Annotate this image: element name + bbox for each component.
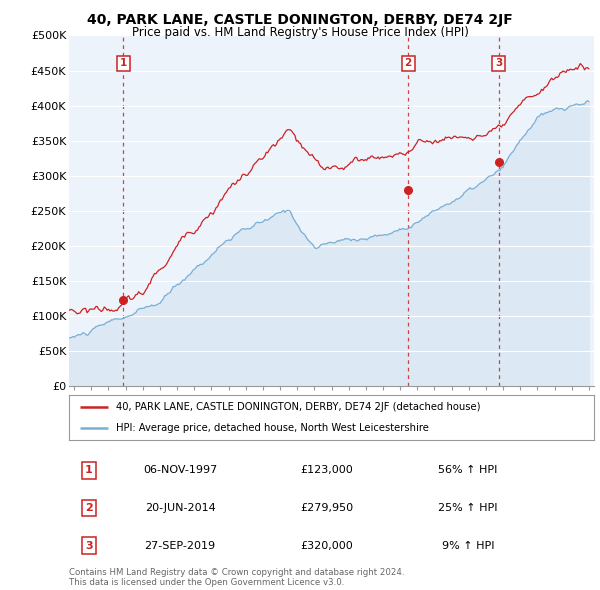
Text: HPI: Average price, detached house, North West Leicestershire: HPI: Average price, detached house, Nort…	[116, 422, 429, 432]
Text: 27-SEP-2019: 27-SEP-2019	[145, 541, 215, 550]
Text: 25% ↑ HPI: 25% ↑ HPI	[438, 503, 498, 513]
Text: £320,000: £320,000	[301, 541, 353, 550]
Text: 3: 3	[85, 541, 92, 550]
Text: Price paid vs. HM Land Registry's House Price Index (HPI): Price paid vs. HM Land Registry's House …	[131, 26, 469, 39]
Text: 40, PARK LANE, CASTLE DONINGTON, DERBY, DE74 2JF (detached house): 40, PARK LANE, CASTLE DONINGTON, DERBY, …	[116, 402, 481, 412]
Text: £123,000: £123,000	[301, 466, 353, 475]
Text: 2: 2	[85, 503, 92, 513]
Text: 9% ↑ HPI: 9% ↑ HPI	[442, 541, 494, 550]
Text: 56% ↑ HPI: 56% ↑ HPI	[439, 466, 497, 475]
Text: 40, PARK LANE, CASTLE DONINGTON, DERBY, DE74 2JF: 40, PARK LANE, CASTLE DONINGTON, DERBY, …	[87, 13, 513, 27]
Text: 1: 1	[85, 466, 92, 475]
Text: 3: 3	[495, 58, 502, 68]
Text: Contains HM Land Registry data © Crown copyright and database right 2024.
This d: Contains HM Land Registry data © Crown c…	[69, 568, 404, 587]
Text: £279,950: £279,950	[301, 503, 353, 513]
Text: 06-NOV-1997: 06-NOV-1997	[143, 466, 217, 475]
Text: 1: 1	[119, 58, 127, 68]
Text: 2: 2	[404, 58, 412, 68]
Text: 20-JUN-2014: 20-JUN-2014	[145, 503, 215, 513]
